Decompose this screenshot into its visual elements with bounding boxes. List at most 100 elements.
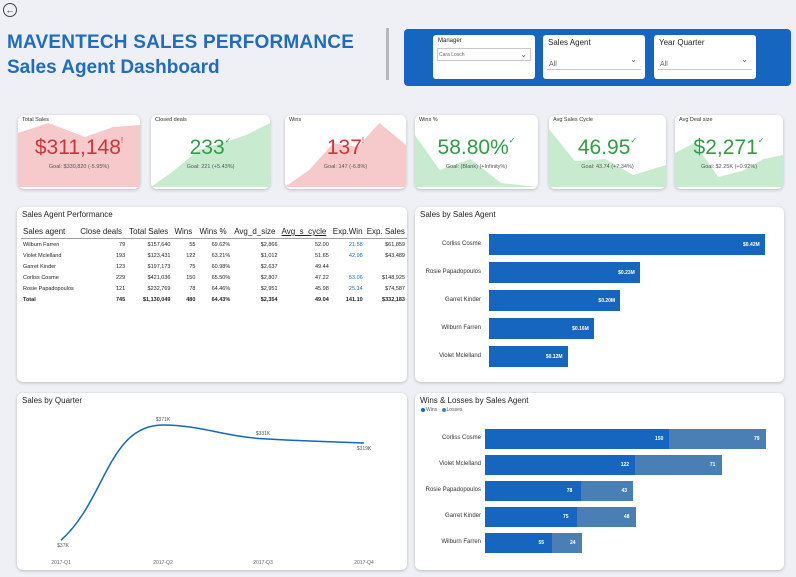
year-quarter-dropdown-box (658, 49, 752, 70)
kpi-goal: Goal: $2.25K (+0.92%) (700, 164, 758, 170)
chart-legend: Wins Losses (421, 407, 462, 413)
kpi-sparkline (18, 123, 140, 187)
wins-bar[interactable] (485, 481, 581, 501)
sales-agent-slicer[interactable]: Sales Agent All ⌄ (543, 35, 645, 79)
sales-bar[interactable] (489, 346, 568, 367)
x-tick-label: 2017-Q4 (354, 560, 374, 566)
column-header[interactable]: Wins % (197, 221, 233, 239)
column-header[interactable]: Avg_d_size (232, 221, 280, 239)
table-cell: 79 (78, 238, 128, 250)
kpi-value: $2,271✓ (675, 136, 783, 160)
wins-data-label: 78 (566, 488, 573, 494)
chart-title: Sales by Sales Agent (420, 210, 496, 219)
total-cell: $332,183 (382, 296, 405, 303)
sales-bar[interactable] (489, 318, 595, 339)
sales-line (60, 424, 365, 541)
bar-category-label: Rosie Papadopoulos (425, 487, 481, 493)
table-row: Wilburn Farren 79 $157,640 55 69.62% $2,866 52… (21, 238, 407, 250)
column-header[interactable]: Sales agent (21, 221, 79, 239)
table-cell: 193 (115, 252, 126, 259)
losses-bar[interactable] (580, 481, 634, 501)
kpi-value-text: 137 (326, 136, 362, 159)
kpi-sparkline (675, 143, 783, 187)
chart-title: Sales by Quarter (22, 396, 83, 405)
kpi-status-icon: ✓ (224, 136, 232, 145)
table-cell: $421,036 (147, 274, 171, 281)
column-header[interactable]: Exp. Sales (364, 221, 407, 239)
table-cell: 53.06 (348, 274, 363, 281)
manager-slicer[interactable]: Manager Cara Losch ⌄ (433, 35, 535, 79)
kpi-sparkline (549, 129, 666, 187)
table-cell: $61,859 (364, 238, 407, 250)
table-cell: Wilburn Farren (21, 238, 79, 250)
wins-bar[interactable] (485, 533, 553, 553)
manager-value: Cara Losch (439, 52, 465, 58)
kpi-status-icon: ! (120, 136, 124, 145)
kpi-value: 58.80%✓ (415, 136, 538, 160)
legend-losses-label: Losses (446, 407, 463, 413)
year-quarter-value: All (660, 61, 668, 68)
table-cell: 60.98% (211, 263, 231, 270)
year-quarter-slicer[interactable]: Year Quarter All ⌄ (654, 35, 756, 79)
kpi-value: $311,148! (18, 136, 140, 160)
sales-bar[interactable] (489, 234, 765, 255)
kpi-value-text: 46.95 (577, 136, 631, 159)
kpi-status-icon: ✓ (757, 136, 765, 145)
sales-agent-dropdown-box (547, 49, 641, 70)
manager-dropdown-box (437, 48, 531, 61)
table-cell: 75 (189, 263, 196, 270)
table-cell: $123,431 (147, 252, 171, 259)
wins-losses-chart: Wins & Losses by Sales Agent Wins Losses… (415, 393, 784, 570)
total-cell: $1,130,049 (142, 296, 171, 303)
kpi-status-icon: ✓ (630, 136, 638, 145)
back-button[interactable]: ← (3, 3, 17, 17)
kpi-goal: Goal: $330,820 (-5.95%) (48, 164, 110, 170)
table-cell: $197,173 (147, 263, 171, 270)
bar-category-label: Garret Kinder (444, 297, 481, 303)
bar-category-label: Corliss Cosme (441, 241, 481, 247)
wins-data-label: 55 (538, 540, 545, 546)
bar-data-label: $0.23M (618, 270, 635, 276)
losses-bar[interactable] (669, 429, 766, 449)
performance-table: Sales agent Close deals Total Sales Wins Win… (21, 221, 407, 305)
sales-bar[interactable] (489, 262, 641, 283)
table-cell (365, 261, 407, 272)
table-title: Sales Agent Performance (22, 210, 113, 219)
table-cell: 55 (172, 238, 198, 250)
losses-data-label: 71 (709, 462, 716, 468)
kpi-goal: Goal: 221 (+5.43%) (186, 164, 235, 170)
point-data-label: $319K (357, 446, 372, 452)
column-header[interactable]: Total Sales (127, 221, 173, 239)
losses-bar[interactable] (634, 455, 722, 475)
kpi-card: Avg Sales Cycle 46.95✓ Goal: 43.74 (+7.34%… (549, 115, 666, 189)
losses-bar[interactable] (577, 507, 636, 527)
column-header[interactable]: Close deals (78, 221, 128, 239)
losses-data-label: 43 (621, 488, 628, 494)
table-cell: Corliss Cosme (23, 274, 59, 281)
table-cell: 47.22 (314, 274, 329, 281)
wins-bar[interactable] (485, 429, 670, 449)
total-cell: 745 (115, 296, 126, 303)
table-cell: 150 (186, 274, 196, 281)
bar-data-label: $0.42M (743, 242, 760, 248)
wins-bar[interactable] (485, 455, 635, 475)
bar-category-label: Wilburn Farren (441, 539, 481, 545)
table-cell: $232,769 (147, 285, 171, 292)
sales-bar[interactable] (489, 290, 621, 311)
table-cell: $148,925 (382, 274, 405, 281)
bar-category-label: Corliss Cosme (441, 435, 481, 441)
x-tick-label: 2017-Q3 (253, 560, 273, 566)
table-cell: 64.46% (211, 285, 231, 292)
column-header[interactable]: Avg_s_cycle (279, 221, 331, 239)
sales-by-quarter-plot: 2017-Q1 $37K 2017-Q2 $371K 2017-Q3 $331K 2017-… (51, 417, 374, 566)
column-header[interactable]: Wins (172, 221, 198, 239)
kpi-sparkline (415, 135, 538, 187)
losses-bar[interactable] (552, 533, 582, 553)
column-header[interactable]: Exp.Win (330, 221, 365, 239)
bar-category-label: Violet Mclelland (439, 461, 481, 467)
wins-bar[interactable] (485, 507, 578, 527)
kpi-value-text: 58.80% (437, 136, 509, 159)
table-cell: $2,637 (260, 263, 278, 270)
point-data-label: $331K (256, 431, 271, 437)
total-cell: 141.10 (345, 296, 363, 303)
